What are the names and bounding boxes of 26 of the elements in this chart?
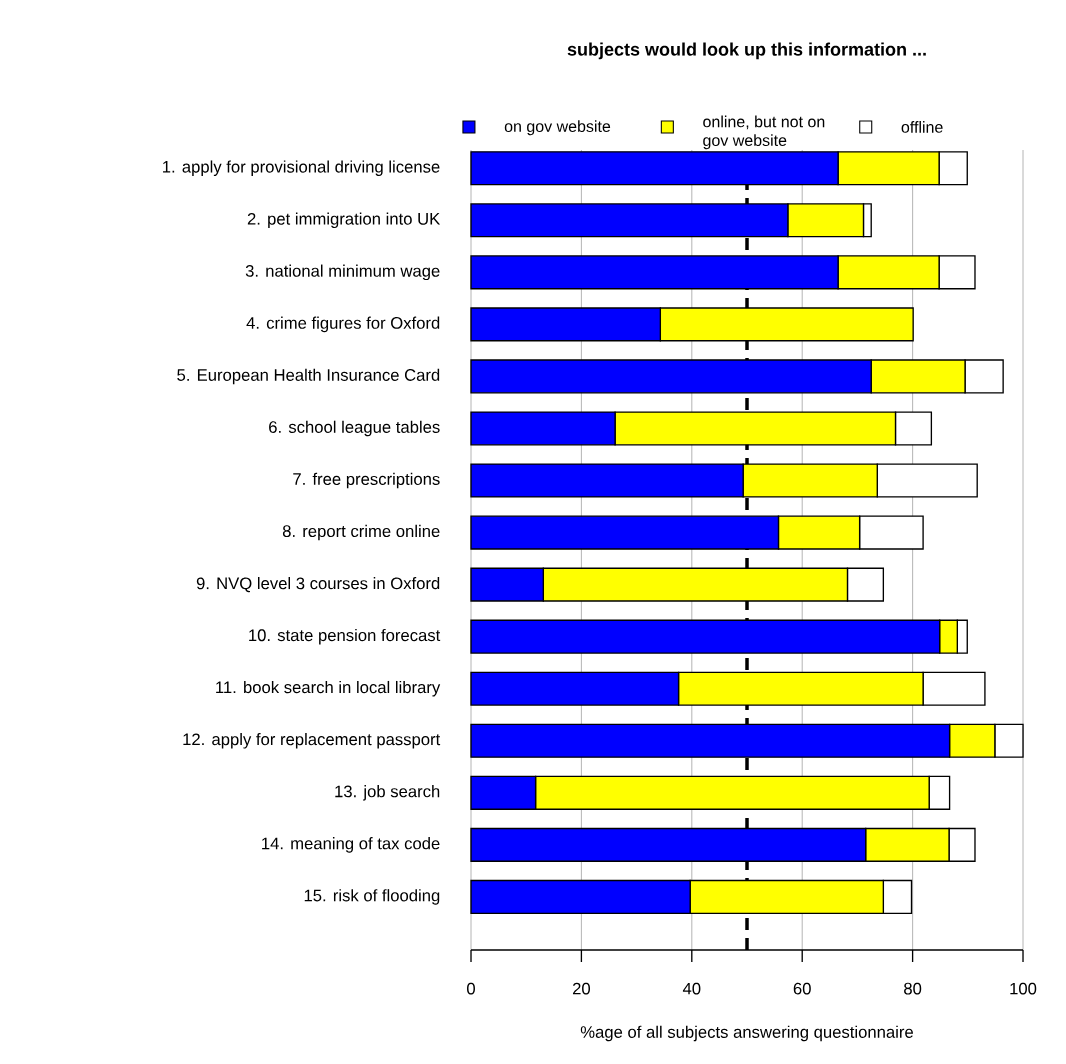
y-tick-label: 7. free prescriptions [293,472,440,489]
y-tick-label: 14. meaning of tax code [262,837,440,853]
y-tick-label: 9. NVQ level 3 courses in Oxford [196,577,440,593]
legend-label: offline [901,121,943,133]
x-tick-label: 40 [682,982,701,995]
y-tick-label: 8. report crime online [282,524,440,541]
x-axis-title: %age of all subjects answering questionnaire [580,1025,913,1042]
y-tick-label: 13. job search [335,785,440,801]
y-tick-label: 6. school league tables [269,420,440,437]
legend-label: on gov website [504,120,611,136]
x-tick-label: 100 [1010,982,1037,995]
y-tick-label: 15. risk of flooding [304,889,440,905]
x-tick-label: 80 [904,982,922,995]
x-tick-label: 0 [467,982,475,995]
x-tick-label: 20 [572,982,591,995]
y-tick-label: 3. national minimum wage [245,264,440,281]
y-tick-label: 12. apply for replacement passport [183,732,441,749]
y-tick-label: 2. pet immigration into UK [247,212,441,229]
y-tick-label: 11. book search in local library [216,680,441,697]
chart-title: subjects would look up this information ... [567,42,926,60]
x-tick-label: 60 [793,982,811,995]
y-tick-label: 4. crime figures for Oxford [246,316,440,333]
y-tick-label: 10. state pension forecast [249,628,441,645]
y-tick-label: 1. apply for provisional driving license [163,160,440,176]
legend-label: online, but not on gov website [703,115,825,150]
y-tick-label: 5. European Health Insurance Card [177,368,440,385]
